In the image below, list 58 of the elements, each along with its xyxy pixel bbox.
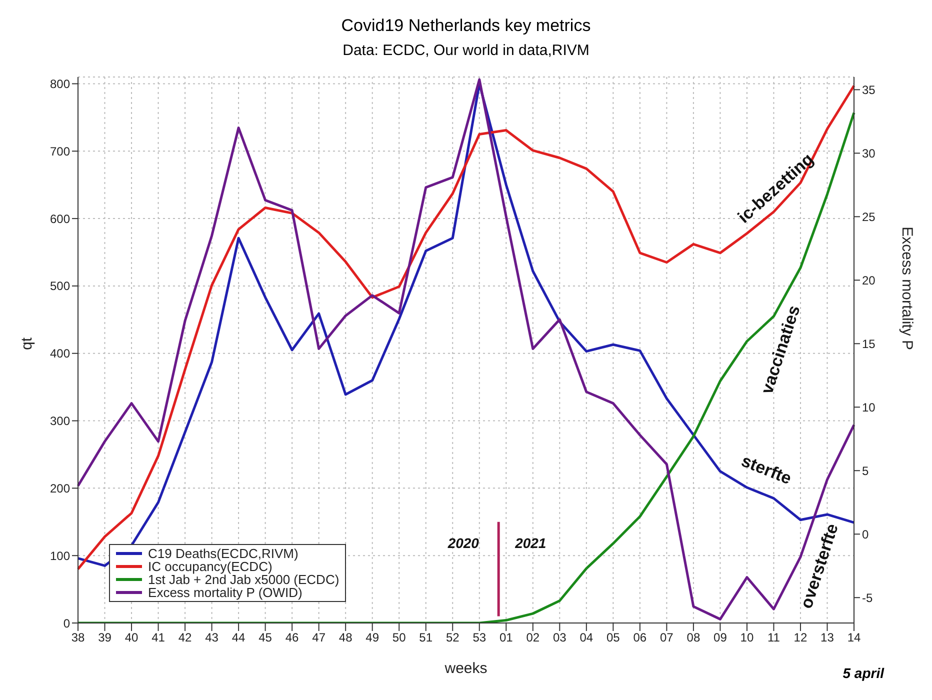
y2-tick-label: 35 [862,82,876,97]
y-tick-label: 600 [50,212,70,226]
x-tick-label: 53 [472,630,486,645]
x-tick-label: 39 [98,630,112,645]
x-tick-label: 41 [152,630,166,645]
x-tick-label: 42 [178,630,192,645]
x-tick-label: 05 [606,630,620,645]
x-tick-label: 50 [392,630,406,645]
x-tick-label: 06 [633,630,647,645]
annotation: 2020 [446,534,480,551]
x-tick-label: 45 [258,630,272,645]
x-tick-label: 49 [366,630,380,645]
x-tick-label: 02 [526,630,540,645]
y-tick-label: 700 [50,144,70,158]
legend-label: C19 Deaths(ECDC,RIVM) [148,546,298,562]
x-tick-label: 51 [419,630,433,645]
y-tick-label: 300 [50,414,70,428]
x-tick-label: 13 [820,630,834,645]
y2-tick-label: 0 [862,527,869,542]
y-tick-label: 200 [50,481,70,496]
y2-tick-label: 20 [862,273,876,288]
x-tick-label: 07 [660,630,674,645]
text: 5 april [842,665,884,681]
x-tick-label: 04 [580,630,594,645]
y-tick-label: 100 [50,548,70,563]
x-tick-label: 38 [71,630,85,645]
x-tick-label: 48 [338,630,353,645]
x-axis-title: weeks [444,660,488,677]
x-tick-label: 01 [499,630,514,645]
x-tick-label: 43 [205,630,219,645]
y2-axis-title: Excess mortality P [898,226,916,350]
x-tick-label: 08 [686,630,700,645]
x-tick-label: 11 [767,630,780,645]
y-tick-label: 400 [50,346,70,361]
chart-subtitle: Data: ECDC, Our world in data,RIVM [342,41,590,61]
x-tick-label: 47 [312,630,326,645]
y-tick-label: 0 [63,616,70,630]
x-tick-label: 40 [124,630,139,645]
x-tick-label: 44 [232,630,246,645]
y-axis-title: qt [18,336,36,350]
x-tick-label: 46 [285,630,300,645]
y2-tick-label: 15 [862,336,876,351]
x-tick-label: 09 [714,630,728,645]
y2-tick-label: 25 [862,210,876,224]
x-tick-label: 52 [446,630,460,645]
y2-tick-label: -5 [862,590,873,605]
y-tick-label: 800 [50,77,70,91]
x-tick-label: 10 [740,630,754,645]
y2-tick-label: 5 [862,464,869,478]
x-tick-label: 03 [552,630,567,645]
y-tick-label: 500 [50,279,70,294]
chart-title: Covid19 Netherlands key metrics [340,15,592,36]
y2-tick-label: 10 [862,400,876,414]
annotation: 2021 [514,534,546,551]
annotation: sterfte [738,451,794,488]
x-tick-label: 12 [794,630,808,645]
y2-tick-label: 30 [862,146,876,160]
x-tick-label: 14 [847,630,861,645]
